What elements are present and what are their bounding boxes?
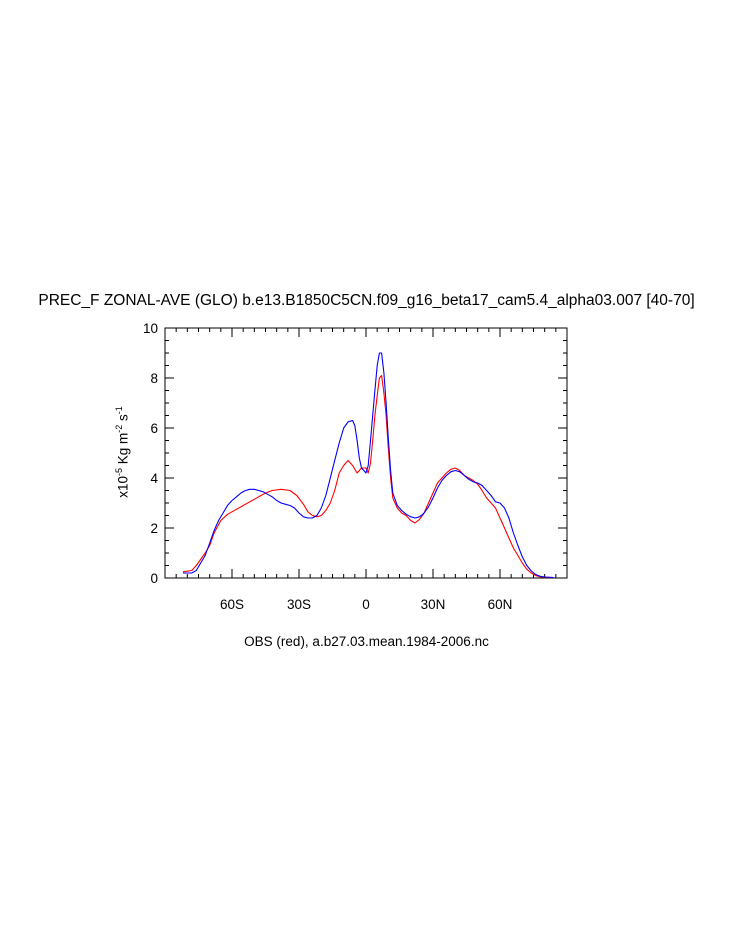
y-axis-label: x10-5 Kg m-2 s-1 bbox=[113, 406, 131, 498]
series-line-2 bbox=[182, 352, 554, 579]
y-tick-label: 0 bbox=[150, 571, 158, 586]
y-tick-label: 6 bbox=[150, 421, 158, 436]
axis-ticks bbox=[165, 327, 567, 579]
chart-title: PREC_F ZONAL-AVE (GLO) b.e13.B1850C5CN.f… bbox=[38, 292, 695, 309]
x-tick-label: 60N bbox=[488, 597, 513, 612]
series-lines bbox=[182, 352, 554, 579]
y-tick-label: 4 bbox=[150, 471, 158, 486]
y-tick-label: 8 bbox=[150, 371, 158, 386]
x-tick-label: 0 bbox=[362, 597, 370, 612]
plot-frame bbox=[164, 327, 568, 579]
series-line-1 bbox=[182, 374, 554, 579]
tick-labels: 0 2 4 6 8 10 60S 30S 0 30N 60N bbox=[143, 321, 512, 612]
x-axis-label: OBS (red), a.b27.03.mean.1984-2006.nc bbox=[244, 634, 489, 649]
y-tick-label: 2 bbox=[150, 521, 158, 536]
x-tick-label: 60S bbox=[220, 597, 244, 612]
x-tick-label: 30N bbox=[421, 597, 446, 612]
x-tick-label: 30S bbox=[287, 597, 311, 612]
y-tick-label: 10 bbox=[143, 321, 158, 336]
